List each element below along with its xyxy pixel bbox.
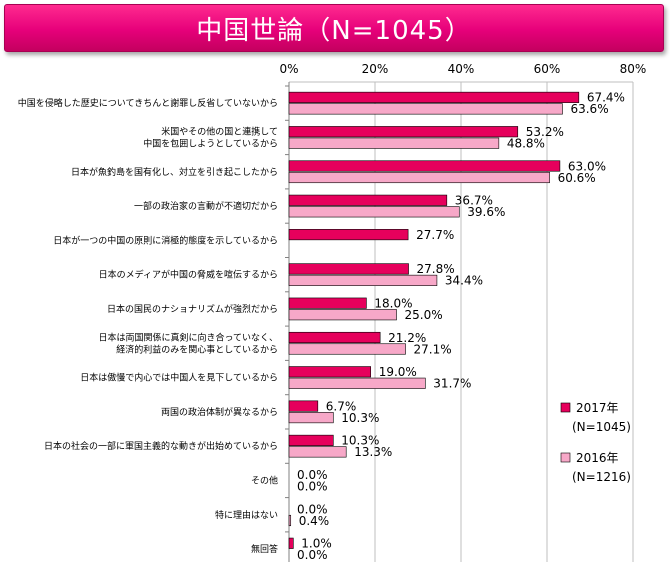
- bar-2017: [288, 229, 409, 241]
- data-label-2017: 6.7%: [326, 399, 357, 413]
- data-label-2016: 0.4%: [299, 514, 330, 528]
- bar-2016: [288, 377, 426, 389]
- category-label: 日本のメディアが中国の脅威を喧伝するから: [99, 269, 278, 281]
- x-tick-label: 20%: [362, 62, 389, 76]
- category-label: 無回答: [251, 543, 278, 555]
- data-label-2016: 63.6%: [570, 102, 608, 116]
- bar-2017: [288, 537, 294, 549]
- x-tick-label: 80%: [620, 62, 647, 76]
- data-label-2017: 67.4%: [587, 91, 625, 105]
- data-label-2016: 13.3%: [354, 445, 392, 459]
- chart-title: 中国世論（N=1045）: [196, 15, 472, 46]
- category-label: 中国を侵略した歴史についてきちんと謝罪し反省していないから: [18, 97, 278, 109]
- data-label-2016: 25.0%: [405, 308, 443, 322]
- bar-2017: [288, 126, 519, 138]
- legend-swatch-2016: [560, 452, 571, 463]
- category-label: 中国を包囲しようとしているから: [143, 137, 278, 149]
- bar-2017: [288, 400, 319, 412]
- data-label-2017: 21.2%: [388, 331, 426, 345]
- bar-2016: [288, 171, 550, 184]
- data-label-2017: 53.2%: [526, 125, 564, 139]
- bar-2017: [288, 263, 409, 275]
- category-label: 米国やその他の国と連携して: [161, 125, 278, 137]
- category-label: 経済的利益のみを関心事としているから: [116, 343, 278, 355]
- data-label-2016: 48.8%: [507, 136, 545, 150]
- bar-2017: [288, 331, 381, 344]
- bar-2016: [288, 274, 438, 286]
- x-tick-label: 40%: [448, 62, 475, 76]
- x-tick-label: 60%: [534, 62, 561, 76]
- bar-2016: [288, 206, 460, 218]
- category-label: 日本の国民のナショナリズムが強烈だから: [107, 303, 278, 315]
- category-label: 両国の政治体制が異なるから: [161, 406, 278, 418]
- category-label: 一部の政治家の言動が不適切だから: [134, 200, 278, 212]
- data-label-2017: 0.0%: [297, 468, 328, 482]
- data-label-2016: 27.1%: [414, 342, 452, 356]
- category-label: 日本が一つの中国の原則に消極的態度を示しているから: [53, 234, 278, 246]
- category-label: 日本は両国関係に真剣に向き合っていなく、: [98, 331, 278, 343]
- bar-2016: [288, 412, 334, 424]
- bar-2017: [288, 91, 580, 103]
- data-label-2016: 31.7%: [433, 377, 471, 391]
- bar-2017: [288, 160, 561, 172]
- legend-sub-2016: (N=1216): [572, 470, 631, 484]
- data-label-2016: 39.6%: [467, 205, 505, 219]
- category-label: 日本が魚釣島を国有化し、対立を引き起こしたから: [71, 166, 278, 178]
- data-label-2016: 0.0%: [297, 479, 328, 493]
- bar-2016: [288, 309, 397, 321]
- data-label-2017: 19.0%: [379, 365, 417, 379]
- bar-2017: [288, 434, 334, 446]
- category-label: 日本は傲慢で内心では中国人を見下しているから: [80, 372, 278, 384]
- bar-2017: [288, 297, 367, 309]
- data-label-2017: 0.0%: [297, 502, 328, 516]
- data-label-2017: 27.7%: [416, 228, 454, 242]
- x-tick-label: 0%: [279, 62, 298, 76]
- legend-name-2017: 2017年: [576, 401, 619, 415]
- data-label-2016: 60.6%: [558, 171, 596, 185]
- category-label: 特に理由はない: [215, 509, 278, 521]
- data-label-2017: 63.0%: [568, 159, 606, 173]
- data-label-2017: 18.0%: [374, 296, 412, 310]
- bar-2017: [288, 366, 371, 378]
- category-label: 日本の社会の一部に軍国主義的な動きが出始めているから: [44, 440, 278, 452]
- bar-2016: [288, 446, 347, 458]
- data-label-2017: 1.0%: [301, 537, 332, 551]
- bar-2016: [288, 514, 292, 527]
- data-label-2017: 36.7%: [455, 194, 493, 208]
- data-label-2016: 10.3%: [341, 411, 379, 425]
- bar-2017: [288, 194, 448, 206]
- bar-2016: [288, 137, 500, 149]
- data-label-2016: 34.4%: [445, 274, 483, 288]
- bar-2016: [288, 343, 406, 355]
- legend-sub-2017: (N=1045): [572, 420, 631, 434]
- legend-name-2016: 2016年: [576, 451, 619, 465]
- bar-2016: [288, 103, 563, 115]
- data-label-2017: 27.8%: [417, 262, 455, 276]
- legend-swatch-2017: [560, 402, 571, 413]
- category-label: その他: [251, 474, 278, 486]
- data-label-2016: 0.0%: [297, 548, 328, 562]
- data-label-2017: 10.3%: [341, 434, 379, 448]
- title-banner: 中国世論（N=1045）: [4, 4, 664, 52]
